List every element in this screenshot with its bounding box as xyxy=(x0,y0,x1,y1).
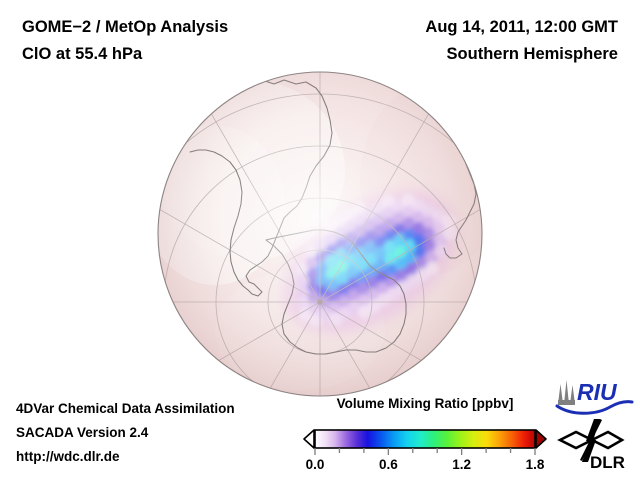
globe-svg xyxy=(157,71,483,397)
globe-outline xyxy=(157,71,483,397)
hemisphere-label: Southern Hemisphere xyxy=(446,45,618,63)
logos-svg: RIU DLR xyxy=(555,379,634,472)
colorbar-ticks xyxy=(314,448,536,455)
colorbar-tick-label: 1.2 xyxy=(452,457,471,472)
riu-logo: RIU xyxy=(555,379,634,415)
colorbar-extend-high xyxy=(535,429,547,449)
globe-map xyxy=(157,71,483,397)
date-label: Aug 14, 2011, 12:00 GMT xyxy=(425,18,618,36)
colorbar-tick-label: 1.8 xyxy=(526,457,545,472)
riu-wave-icon xyxy=(555,400,634,415)
dlr-pinwheel-icon xyxy=(557,419,625,462)
page-title: GOME−2 / MetOp Analysis xyxy=(22,18,229,36)
riu-wordmark: RIU xyxy=(577,379,618,405)
footer-line-method: 4DVar Chemical Data Assimilation xyxy=(16,401,235,416)
dlr-logo: DLR xyxy=(557,419,625,472)
colorbar-tick-labels: 0.0 0.6 1.2 1.8 xyxy=(306,457,545,472)
colorbar: Volume Mixing Ratio [ppbv] xyxy=(300,396,550,476)
colorbar-ramp xyxy=(314,429,536,449)
footer-line-url: http://wdc.dlr.de xyxy=(16,449,120,464)
colorbar-tick-label: 0.6 xyxy=(379,457,398,472)
colorbar-svg: 0.0 0.6 1.2 1.8 xyxy=(303,429,547,472)
riu-towers-icon xyxy=(558,380,575,405)
colorbar-tick-label: 0.0 xyxy=(306,457,325,472)
pole-marker xyxy=(317,299,323,305)
dlr-wordmark: DLR xyxy=(590,453,625,472)
colorbar-title: Volume Mixing Ratio [ppbv] xyxy=(336,396,514,411)
colorbar-extend-low xyxy=(303,429,315,449)
page-subtitle: ClO at 55.4 hPa xyxy=(22,45,143,63)
logo-group: RIU DLR xyxy=(552,372,640,472)
limb-shading xyxy=(158,72,482,396)
footer-line-version: SACADA Version 2.4 xyxy=(16,425,149,440)
